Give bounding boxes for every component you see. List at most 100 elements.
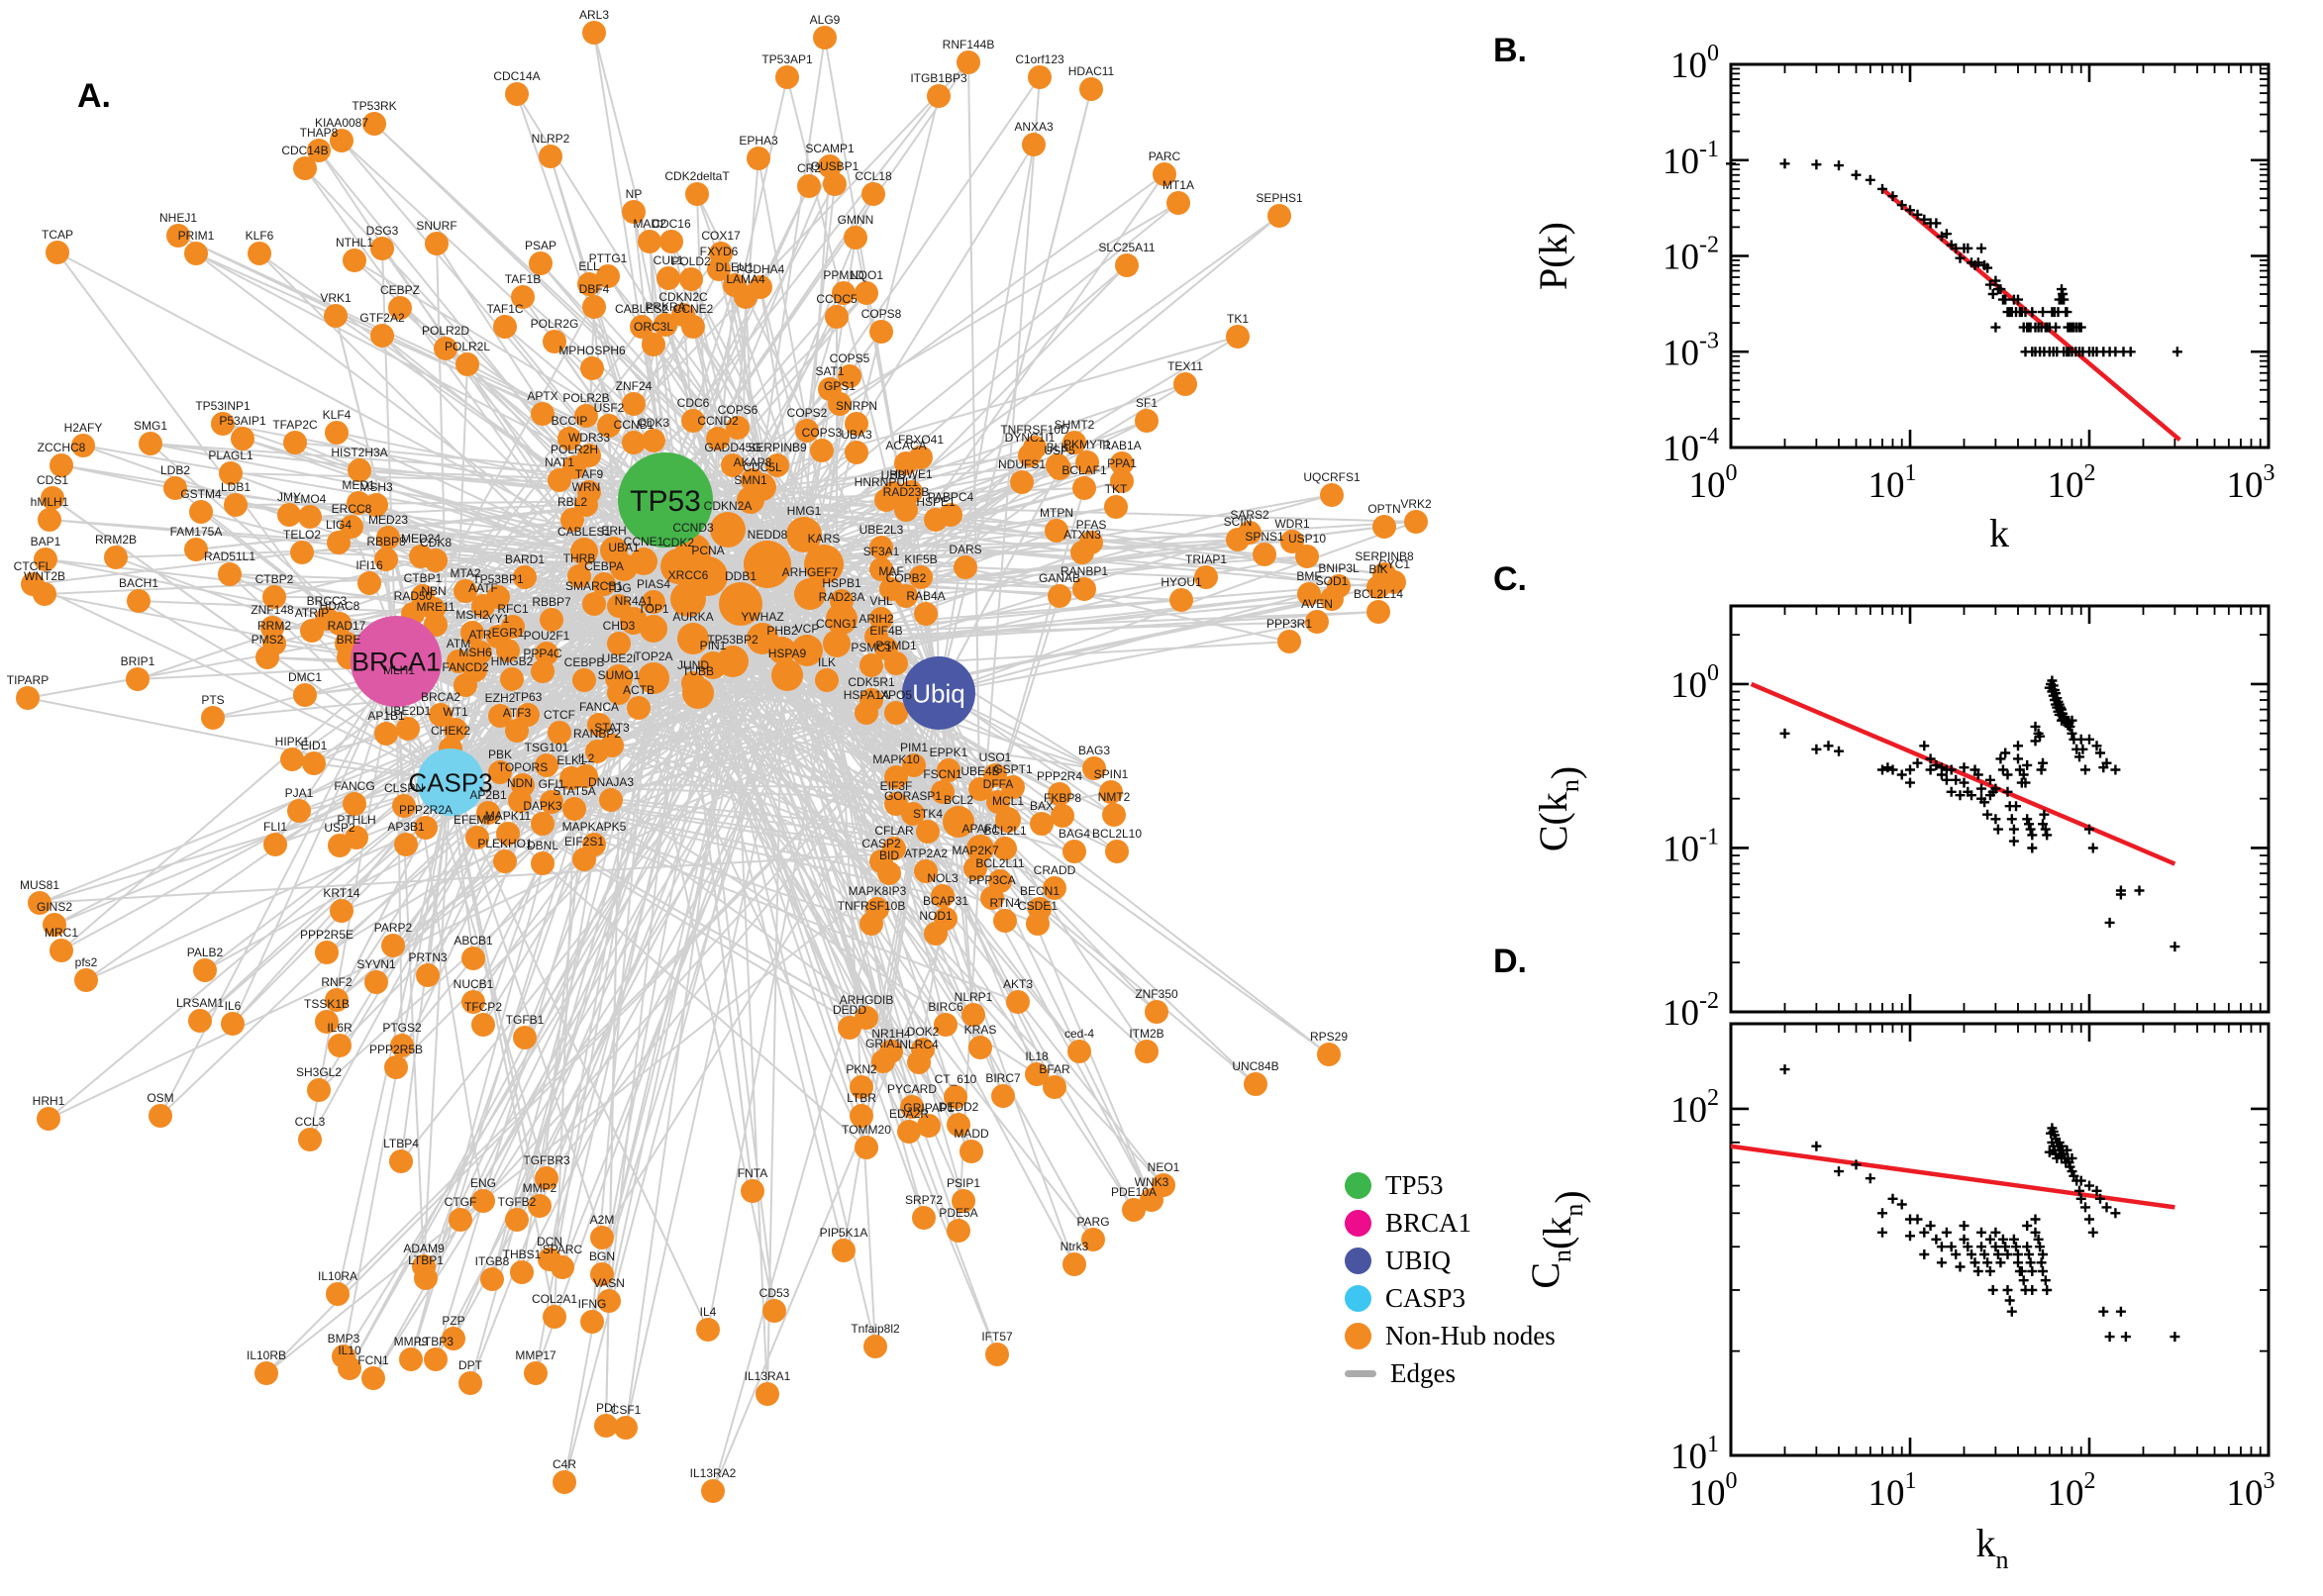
svg-text:FANCD2: FANCD2: [442, 660, 489, 674]
svg-text:FANCG: FANCG: [334, 779, 374, 793]
svg-text:RAD51L1: RAD51L1: [204, 549, 255, 563]
svg-text:TGFBR3: TGFBR3: [523, 1153, 570, 1167]
tick-label: 10-1: [1663, 137, 1719, 182]
svg-text:IFT57: IFT57: [981, 1330, 1013, 1344]
svg-text:NTHL1: NTHL1: [336, 236, 373, 249]
svg-text:KRT14: KRT14: [323, 886, 359, 900]
svg-text:GANAB: GANAB: [1039, 571, 1080, 585]
svg-text:CCNE2: CCNE2: [673, 302, 714, 316]
svg-text:LDB1: LDB1: [221, 480, 251, 494]
svg-text:PDE5A: PDE5A: [939, 1206, 977, 1220]
svg-text:FLI1: FLI1: [263, 820, 287, 834]
node-swatch-icon: [1345, 1284, 1371, 1312]
svg-text:RNF2: RNF2: [321, 975, 353, 989]
svg-text:MRC1: MRC1: [45, 926, 78, 940]
svg-text:TP53BP2: TP53BP2: [707, 633, 758, 647]
svg-text:KLF6: KLF6: [246, 229, 274, 243]
svg-text:CDK3: CDK3: [638, 416, 669, 430]
svg-text:CDC14B: CDC14B: [281, 144, 328, 157]
svg-text:RAD17: RAD17: [328, 619, 366, 633]
svg-text:DBNL: DBNL: [527, 839, 558, 852]
svg-text:BRCA2: BRCA2: [421, 690, 460, 704]
svg-text:PPP3R1: PPP3R1: [1266, 617, 1312, 631]
svg-text:EPPK1: EPPK1: [930, 746, 968, 759]
fit-line: [1730, 1144, 2175, 1210]
svg-text:RNF144B: RNF144B: [943, 38, 995, 51]
svg-text:SPARC: SPARC: [543, 1243, 583, 1256]
svg-text:CTCFL: CTCFL: [14, 559, 52, 573]
svg-text:BARD1: BARD1: [505, 552, 545, 566]
svg-text:TOPORS: TOPORS: [498, 760, 548, 774]
svg-text:ERCC8: ERCC8: [332, 502, 372, 516]
svg-text:WNK3: WNK3: [1135, 1175, 1169, 1189]
svg-text:AURKA: AURKA: [672, 610, 713, 624]
svg-text:LRSAM1: LRSAM1: [176, 996, 224, 1010]
svg-text:EIF2S1: EIF2S1: [564, 835, 604, 848]
svg-text:RAB1A: RAB1A: [1102, 439, 1141, 452]
hub-tp53-label: TP53: [630, 485, 701, 518]
svg-text:RRM2: RRM2: [257, 619, 291, 633]
svg-text:RAB4A: RAB4A: [906, 589, 945, 603]
svg-text:UBA1: UBA1: [608, 541, 640, 554]
svg-text:BCL2L14: BCL2L14: [1354, 587, 1403, 601]
svg-text:GUSBP1: GUSBP1: [811, 159, 859, 173]
svg-text:BECN1: BECN1: [1020, 884, 1060, 898]
svg-text:MTA2: MTA2: [450, 566, 480, 580]
svg-text:FSCN1: FSCN1: [923, 767, 962, 781]
node-swatch-icon: [1345, 1209, 1371, 1237]
svg-text:NOL3: NOL3: [927, 871, 959, 885]
svg-text:ATF3: ATF3: [503, 706, 532, 720]
svg-text:HNRNPUL1: HNRNPUL1: [855, 475, 919, 489]
svg-text:CABLES1: CABLES1: [557, 525, 611, 539]
svg-text:POLR2H: POLR2H: [551, 443, 598, 456]
svg-text:ATRIP: ATRIP: [295, 606, 329, 620]
svg-text:NHEJ1: NHEJ1: [159, 211, 197, 225]
svg-text:COPB2: COPB2: [886, 571, 927, 585]
svg-text:IL4: IL4: [700, 1305, 717, 1319]
svg-text:NP: NP: [626, 187, 643, 201]
hub-brca1-label: BRCA1: [352, 648, 441, 677]
panel-c-label: C.: [1493, 560, 1527, 598]
svg-text:CSF1: CSF1: [611, 1403, 642, 1417]
axis-ticks: [1729, 62, 2271, 449]
svg-text:MAF: MAF: [878, 564, 903, 578]
tick-label: 100: [1689, 460, 1738, 506]
svg-text:COPS3: COPS3: [802, 426, 843, 440]
svg-text:APTX: APTX: [527, 389, 557, 403]
svg-text:TFCP2: TFCP2: [464, 1000, 502, 1014]
svg-text:BAP1: BAP1: [31, 535, 61, 549]
svg-text:LAMA4: LAMA4: [726, 272, 765, 286]
svg-text:MED1: MED1: [342, 478, 375, 492]
fit-line: [1750, 681, 2176, 866]
svg-text:GORASP1: GORASP1: [884, 789, 942, 803]
legend-item-label: BRCA1: [1385, 1207, 1472, 1238]
panel-c-plot: 100 10-1 10-2 C(kn): [1531, 604, 2271, 1034]
svg-text:BLK: BLK: [1047, 441, 1069, 454]
node-swatch-icon: [1345, 1171, 1371, 1199]
svg-text:POU2F1: POU2F1: [524, 629, 570, 643]
svg-text:UBE2D1: UBE2D1: [385, 704, 432, 718]
svg-text:LTBP4: LTBP4: [383, 1137, 419, 1150]
svg-text:GRIPAP1: GRIPAP1: [903, 1101, 954, 1115]
svg-text:POLR2L: POLR2L: [445, 340, 490, 353]
svg-text:USP2: USP2: [324, 821, 355, 835]
svg-text:MSH3: MSH3: [359, 480, 393, 494]
svg-text:MSH2: MSH2: [455, 608, 489, 622]
svg-text:GSPT1: GSPT1: [993, 762, 1033, 776]
svg-text:BGN: BGN: [589, 1249, 615, 1263]
svg-text:AP2B1: AP2B1: [469, 788, 507, 802]
x-axis-title: kn: [1976, 1521, 2009, 1574]
svg-text:SAT1: SAT1: [815, 364, 844, 378]
svg-text:ERH: ERH: [601, 524, 626, 538]
svg-text:VASN: VASN: [593, 1276, 625, 1290]
svg-text:ZNF24: ZNF24: [616, 379, 653, 393]
svg-text:TRIAP1: TRIAP1: [1185, 552, 1227, 566]
svg-text:CD53: CD53: [759, 1286, 790, 1300]
svg-text:ced-4: ced-4: [1064, 1027, 1094, 1041]
svg-text:PIAS4: PIAS4: [637, 577, 670, 591]
data-points: [1779, 675, 2180, 952]
svg-text:HSPE1: HSPE1: [916, 495, 956, 509]
svg-text:NAT1: NAT1: [545, 455, 574, 469]
svg-text:CDK8: CDK8: [420, 536, 452, 549]
